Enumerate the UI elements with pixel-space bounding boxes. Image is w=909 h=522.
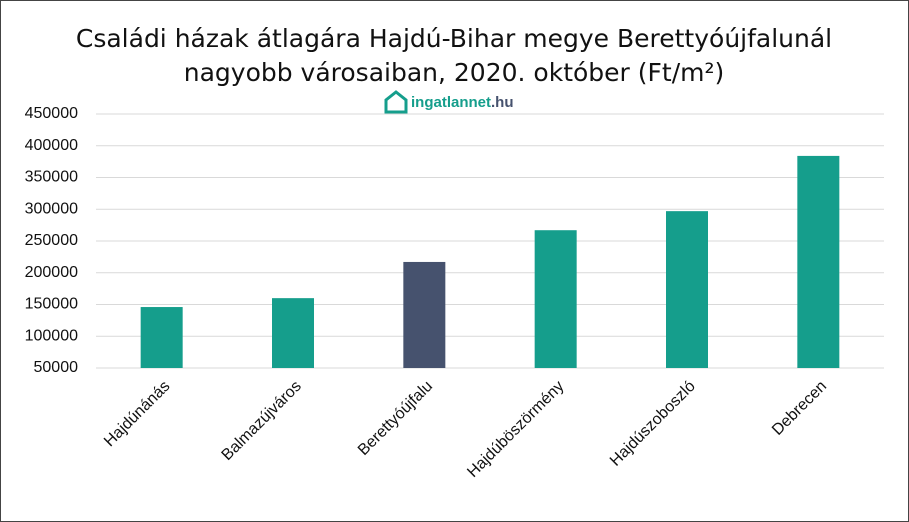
bar (140, 307, 183, 368)
bar (797, 155, 840, 368)
y-tick-label: 400000 (25, 137, 78, 154)
y-tick-label: 300000 (25, 200, 78, 217)
y-tick-label: 250000 (25, 232, 78, 249)
y-tick-label: 50000 (34, 359, 79, 376)
logo-tld: .hu (491, 94, 514, 111)
logo-icon (384, 90, 408, 114)
y-tick-label: 150000 (25, 296, 78, 313)
logo-name: ingatlannet (411, 94, 491, 111)
logo: ingatlannet.hu (384, 90, 514, 114)
y-tick-label: 350000 (25, 169, 78, 186)
y-tick-label: 100000 (25, 327, 78, 344)
bar (272, 298, 314, 368)
bar (534, 230, 577, 368)
y-tick-label: 450000 (25, 105, 78, 122)
bar (403, 261, 446, 368)
chart-title: nagyobb városaiban, 2020. október (Ft/m²… (184, 58, 725, 87)
logo-text: ingatlannet.hu (411, 94, 514, 111)
bar (666, 211, 708, 368)
chart-title: Családi házak átlagára Hajdú-Bihar megye… (76, 24, 832, 53)
y-tick-label: 200000 (25, 264, 78, 281)
